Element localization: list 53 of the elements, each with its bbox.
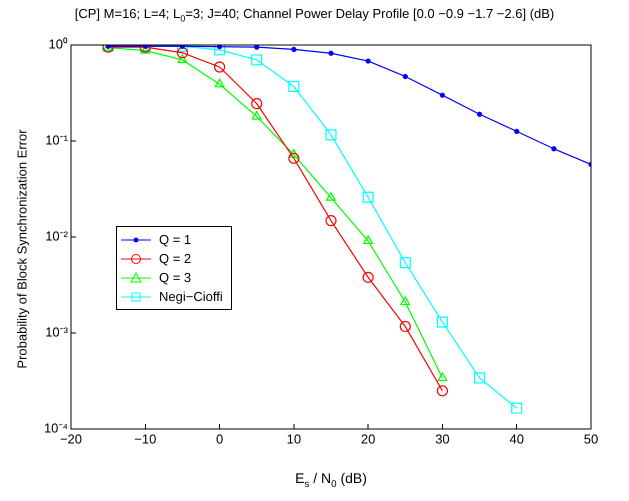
point: [511, 402, 522, 414]
point: [178, 54, 188, 63]
point: [474, 372, 486, 384]
point: [440, 92, 446, 98]
point: [400, 257, 411, 268]
point: [252, 110, 262, 120]
point: [514, 128, 520, 134]
point: [288, 152, 300, 164]
x-tick-label: 30: [435, 431, 450, 446]
legend-label: Q = 1: [159, 232, 192, 247]
point: [400, 320, 411, 332]
point: [362, 272, 374, 283]
y-tick-label: 10⁻³: [45, 324, 69, 340]
point: [216, 45, 222, 50]
y-axis-title: Probability of Block Synchronization Error: [14, 129, 30, 369]
point: [366, 58, 371, 64]
point: [288, 149, 299, 158]
x-axis-title: E$_{s}$ / N$_{0}$ (dB): [294, 470, 368, 490]
x-tick-label: −10: [134, 431, 156, 446]
point: [400, 296, 410, 306]
point: [251, 98, 262, 110]
point: [254, 45, 260, 50]
point: [362, 192, 374, 203]
point: [436, 316, 448, 328]
point: [476, 112, 482, 117]
x-tick-label: 50: [584, 431, 598, 446]
point: [176, 47, 188, 58]
point: [288, 80, 300, 92]
point: [436, 385, 448, 396]
point: [325, 129, 337, 140]
y-tick-label: 10⁻¹: [45, 132, 69, 148]
point: [328, 50, 334, 56]
legend-label: Negi−Cioffi: [159, 289, 223, 304]
point: [251, 54, 262, 66]
x-tick-label: 40: [509, 431, 524, 446]
point: [214, 45, 226, 56]
x-tick-label: 10: [286, 431, 302, 446]
point: [551, 146, 556, 152]
point: [291, 46, 296, 52]
legend-label: Q = 2: [159, 251, 192, 266]
legend-label: Q = 3: [159, 270, 192, 285]
point: [363, 235, 374, 244]
point: [438, 372, 448, 382]
y-tick-label: 10⁻²: [45, 228, 69, 244]
point: [214, 61, 226, 73]
chart-title: [CP] M=16; L=4; L$_{0}$=3; J=40; Channel Power Delay Profile [0.0 −0.9 −1.7 −2.6] (dB): [74, 6, 556, 24]
point: [325, 215, 337, 226]
point: [214, 78, 224, 88]
x-tick-label: 20: [360, 431, 376, 446]
point: [402, 74, 408, 80]
point: [326, 192, 336, 201]
x-tick-label: 0: [216, 431, 224, 446]
y-tick-label: 10⁰: [48, 36, 68, 52]
